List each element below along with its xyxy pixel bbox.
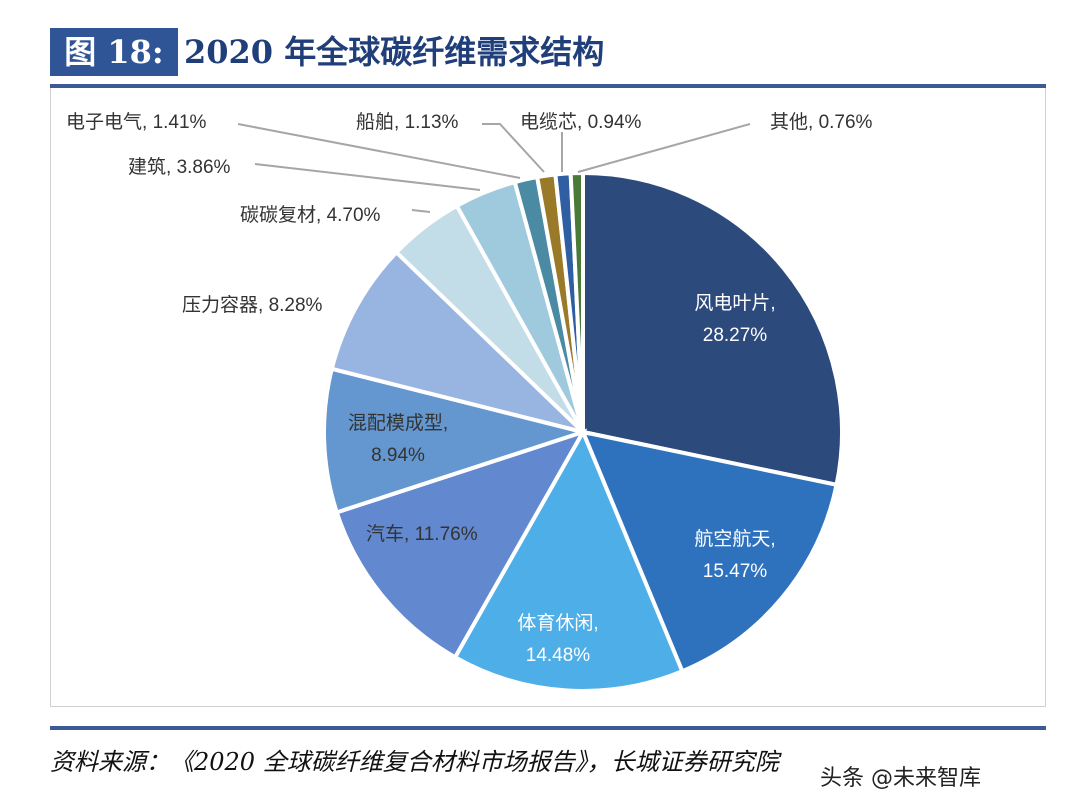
bottom-rule bbox=[50, 726, 1046, 730]
slice-label: 混配模成型, 8.94% bbox=[328, 408, 468, 472]
slice-name: 电子电气 bbox=[66, 112, 143, 133]
slice-name: 风电叶片, bbox=[694, 293, 776, 314]
source-note: 资料来源：《2020 全球碳纤维复合材料市场报告》，长城证券研究院 bbox=[50, 748, 779, 776]
pie-slice bbox=[579, 429, 839, 674]
slice-label: 电子电气, 1.41% bbox=[66, 112, 207, 133]
figure-number: 图 18: bbox=[50, 28, 178, 76]
slice-name: 航空航天, bbox=[694, 529, 776, 550]
slice-name: 碳碳复材 bbox=[240, 205, 317, 226]
slice-name: 电缆芯 bbox=[520, 112, 578, 133]
slice-value: 0.94% bbox=[587, 112, 642, 133]
slice-label: 电缆芯, 0.94% bbox=[520, 112, 642, 133]
slice-label: 船舶, 1.13% bbox=[356, 112, 459, 133]
slice-label: 建筑, 3.86% bbox=[128, 157, 231, 178]
pie-slice bbox=[322, 366, 591, 515]
chart-frame bbox=[50, 88, 1046, 707]
top-rule bbox=[50, 84, 1046, 88]
slice-label: 风电叶片, 28.27% bbox=[665, 288, 805, 352]
slice-value: 8.28% bbox=[268, 295, 323, 316]
pie-slice bbox=[452, 427, 685, 693]
leader-line bbox=[482, 123, 545, 173]
slice-value: 1.13% bbox=[404, 112, 459, 133]
leader-line bbox=[411, 209, 431, 213]
slice-label: 汽车, 11.76% bbox=[366, 524, 478, 545]
slice-label: 航空航天, 15.47% bbox=[665, 524, 805, 588]
leader-line bbox=[577, 123, 751, 173]
pie-slice bbox=[581, 170, 844, 488]
pie-slice bbox=[568, 170, 585, 433]
leader-line bbox=[237, 123, 521, 179]
slice-name: 汽车 bbox=[366, 524, 405, 545]
slice-label: 体育休闲, 14.48% bbox=[488, 608, 628, 672]
slice-label: 其他, 0.76% bbox=[770, 112, 873, 133]
slice-label: 碳碳复材, 4.70% bbox=[240, 205, 381, 226]
slice-name: 船舶 bbox=[356, 112, 395, 133]
pie-slice bbox=[334, 428, 588, 660]
slice-value: 4.70% bbox=[326, 205, 381, 226]
slice-label: 压力容器, 8.28% bbox=[182, 295, 323, 316]
slice-name: 建筑 bbox=[128, 157, 167, 178]
slice-name: 压力容器 bbox=[182, 295, 259, 316]
slice-name: 混配模成型, bbox=[347, 413, 449, 434]
slice-value: 1.41% bbox=[152, 112, 207, 133]
slice-value: 14.48% bbox=[525, 645, 591, 666]
chart-title: 2020 年全球碳纤维需求结构 bbox=[184, 33, 605, 71]
slice-value: 11.76% bbox=[414, 524, 478, 545]
slice-value: 28.27% bbox=[702, 325, 768, 346]
slice-value: 15.47% bbox=[702, 561, 768, 582]
slice-name: 其他 bbox=[770, 112, 809, 133]
pie-slice bbox=[329, 249, 590, 436]
slice-value: 0.76% bbox=[818, 112, 873, 133]
slice-name: 体育休闲, bbox=[517, 613, 599, 634]
slice-value: 8.94% bbox=[371, 445, 425, 466]
watermark: 头条 @未来智库 bbox=[820, 766, 981, 791]
slice-value: 3.86% bbox=[176, 157, 231, 178]
leader-line bbox=[254, 163, 481, 191]
